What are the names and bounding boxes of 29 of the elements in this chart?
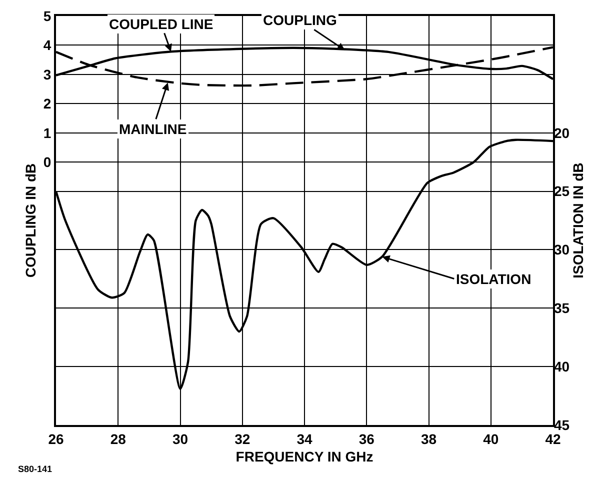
y2-tick-label: 30 [554,242,570,258]
x-tick-label: 28 [110,430,126,447]
x-tick-label: 34 [296,430,312,447]
y2-tick-label: 40 [554,358,570,374]
y-tick-label: 2 [43,96,52,112]
y-axis-title: COUPLING IN dB [22,163,39,278]
x-tick-label: 40 [483,430,499,447]
annotation: MAINLINE [119,121,187,137]
y-tick-label: 1 [43,124,52,141]
x-tick-label: 42 [545,430,561,447]
annotation: ISOLATION [456,271,532,287]
y2-tick-label: 35 [554,300,570,316]
y-tick-label: 4 [43,37,52,54]
x-tick-label: 30 [172,430,188,447]
x-tick-label: 38 [420,430,437,447]
y2-axis-title: ISOLATION IN dB [570,162,586,278]
y2-tick-label: 45 [554,416,570,433]
x-axis-title: FREQUENCY IN GHz [236,448,374,465]
x-tick-label: 36 [358,430,375,447]
annotation: COUPLING [263,12,337,28]
text: S80-141 [18,464,52,474]
y-tick-label: 0 [43,154,52,170]
y2-tick-label: 25 [554,183,570,200]
x-tick-label: 26 [48,430,64,447]
x-tick-label: 32 [234,430,250,447]
annotation: COUPLED LINE [109,16,214,32]
y2-tick-label: 20 [554,124,570,141]
y-tick-label: 5 [43,8,52,24]
y-tick-label: 3 [43,66,52,82]
